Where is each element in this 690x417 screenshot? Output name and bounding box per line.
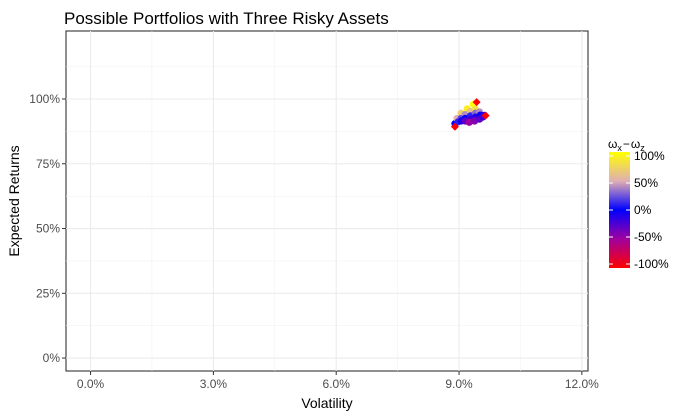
legend-title: ωx−ωz <box>608 137 645 153</box>
x-tick-label: 3.0% <box>200 377 228 391</box>
y-tick-label: 25% <box>36 286 60 300</box>
x-tick-label: 12.0% <box>565 377 599 391</box>
y-tick-label: 0% <box>43 351 61 365</box>
y-axis-ticks: 0% 25% 50% 75% 100% <box>29 92 66 365</box>
asset-point <box>472 98 481 107</box>
y-tick-label: 100% <box>29 92 60 106</box>
grid-lines <box>66 31 588 371</box>
x-axis-ticks: 0.0% 3.0% 6.0% 9.0% 12.0% <box>77 371 599 391</box>
legend-label: 100% <box>634 149 665 163</box>
x-axis-label: Volatility <box>301 395 352 411</box>
legend-label: 0% <box>634 203 652 217</box>
legend-colorbar <box>609 152 630 268</box>
color-legend: ωx−ωz 100% 50% 0% -50% -100% <box>608 137 669 271</box>
x-tick-label: 0.0% <box>77 377 105 391</box>
y-tick-label: 75% <box>36 157 60 171</box>
x-tick-label: 6.0% <box>323 377 351 391</box>
asset-points <box>450 98 490 131</box>
y-tick-label: 50% <box>36 222 60 236</box>
chart-title: Possible Portfolios with Three Risky Ass… <box>64 9 389 28</box>
legend-ticks: 100% 50% 0% -50% -100% <box>609 149 669 271</box>
portfolio-cloud <box>451 100 489 128</box>
legend-label: -50% <box>634 230 662 244</box>
asset-point <box>481 111 490 120</box>
asset-point <box>450 122 459 131</box>
plot-panel <box>65 30 589 372</box>
y-axis-label: Expected Returns <box>6 145 22 256</box>
legend-label: -100% <box>634 257 669 271</box>
x-tick-label: 9.0% <box>445 377 473 391</box>
legend-label: 50% <box>634 176 658 190</box>
